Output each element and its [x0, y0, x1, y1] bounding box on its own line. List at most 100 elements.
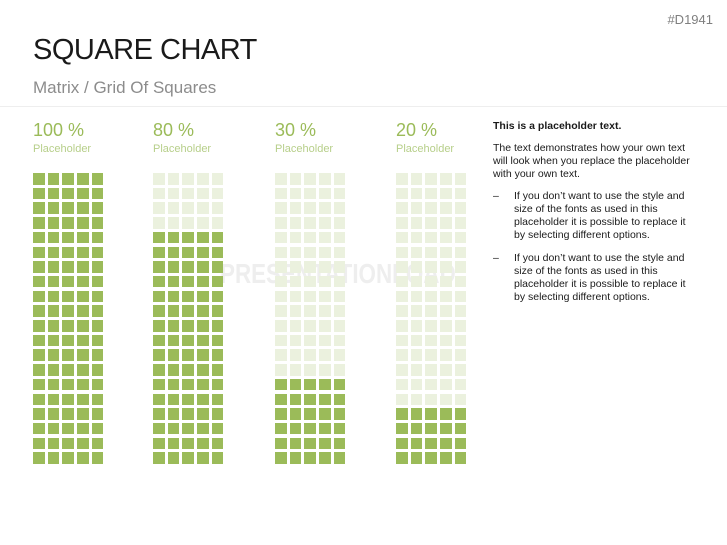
filled-square — [153, 246, 165, 258]
empty-square — [304, 261, 316, 273]
filled-square — [197, 364, 209, 376]
filled-square — [197, 422, 209, 435]
filled-square — [77, 349, 89, 361]
empty-square — [319, 202, 331, 214]
filled-square — [211, 275, 224, 288]
filled-square — [33, 393, 45, 405]
empty-square — [304, 275, 316, 288]
empty-square — [410, 290, 423, 303]
filled-square — [304, 422, 316, 435]
filled-square — [182, 231, 194, 244]
empty-square — [410, 320, 423, 332]
filled-square — [333, 393, 346, 405]
filled-square — [425, 452, 437, 464]
filled-square — [62, 437, 74, 450]
filled-square — [91, 437, 104, 450]
empty-square — [396, 290, 408, 303]
filled-square — [91, 452, 104, 464]
filled-square — [91, 393, 104, 405]
empty-square — [396, 334, 408, 347]
filled-square — [62, 393, 74, 405]
empty-square — [304, 173, 316, 185]
empty-square — [211, 217, 224, 229]
filled-square — [62, 349, 74, 361]
empty-square — [410, 349, 423, 361]
filled-square — [167, 349, 180, 361]
filled-square — [182, 378, 194, 391]
empty-square — [440, 320, 452, 332]
empty-square — [197, 173, 209, 185]
empty-square — [211, 202, 224, 214]
filled-square — [47, 364, 60, 376]
empty-square — [167, 173, 180, 185]
empty-square — [275, 261, 287, 273]
bullet-item: – If you don’t want to use the style and… — [493, 190, 693, 242]
filled-square — [47, 202, 60, 214]
filled-square — [91, 246, 104, 258]
empty-square — [410, 378, 423, 391]
filled-square — [91, 261, 104, 273]
empty-square — [440, 349, 452, 361]
filled-square — [47, 408, 60, 420]
filled-square — [289, 393, 302, 405]
empty-square — [454, 393, 467, 405]
filled-square — [33, 231, 45, 244]
filled-square — [182, 320, 194, 332]
text-body: The text demonstrates how your own text … — [493, 142, 690, 180]
empty-square — [319, 173, 331, 185]
empty-square — [454, 231, 467, 244]
filled-square — [77, 452, 89, 464]
filled-square — [153, 320, 165, 332]
filled-square — [197, 334, 209, 347]
filled-square — [319, 437, 331, 450]
filled-square — [197, 305, 209, 317]
filled-square — [289, 437, 302, 450]
empty-square — [440, 364, 452, 376]
empty-square — [425, 217, 437, 229]
empty-square — [410, 173, 423, 185]
filled-square — [304, 437, 316, 450]
filled-square — [197, 349, 209, 361]
empty-square — [333, 334, 346, 347]
empty-square — [396, 173, 408, 185]
filled-square — [440, 437, 452, 450]
empty-square — [304, 231, 316, 244]
empty-square — [410, 217, 423, 229]
filled-square — [153, 334, 165, 347]
filled-square — [62, 173, 74, 185]
filled-square — [319, 378, 331, 391]
filled-square — [153, 261, 165, 273]
empty-square — [440, 393, 452, 405]
filled-square — [153, 393, 165, 405]
empty-square — [454, 305, 467, 317]
filled-square — [77, 393, 89, 405]
empty-square — [454, 202, 467, 214]
filled-square — [182, 393, 194, 405]
filled-square — [47, 334, 60, 347]
empty-square — [289, 320, 302, 332]
empty-square — [425, 275, 437, 288]
filled-square — [275, 452, 287, 464]
text-block: This is a placeholder text. The text dem… — [493, 120, 693, 314]
filled-square — [396, 437, 408, 450]
filled-square — [91, 320, 104, 332]
square-chart-100: 100 % Placeholder — [33, 120, 143, 464]
filled-square — [62, 231, 74, 244]
empty-square — [425, 290, 437, 303]
filled-square — [182, 422, 194, 435]
filled-square — [454, 422, 467, 435]
empty-square — [275, 202, 287, 214]
empty-square — [211, 173, 224, 185]
filled-square — [197, 290, 209, 303]
filled-square — [197, 378, 209, 391]
filled-square — [153, 364, 165, 376]
bullet-marker: – — [493, 190, 499, 202]
filled-square — [153, 231, 165, 244]
empty-square — [275, 187, 287, 200]
filled-square — [33, 422, 45, 435]
empty-square — [425, 320, 437, 332]
filled-square — [33, 437, 45, 450]
filled-square — [211, 290, 224, 303]
empty-square — [440, 217, 452, 229]
filled-square — [333, 437, 346, 450]
